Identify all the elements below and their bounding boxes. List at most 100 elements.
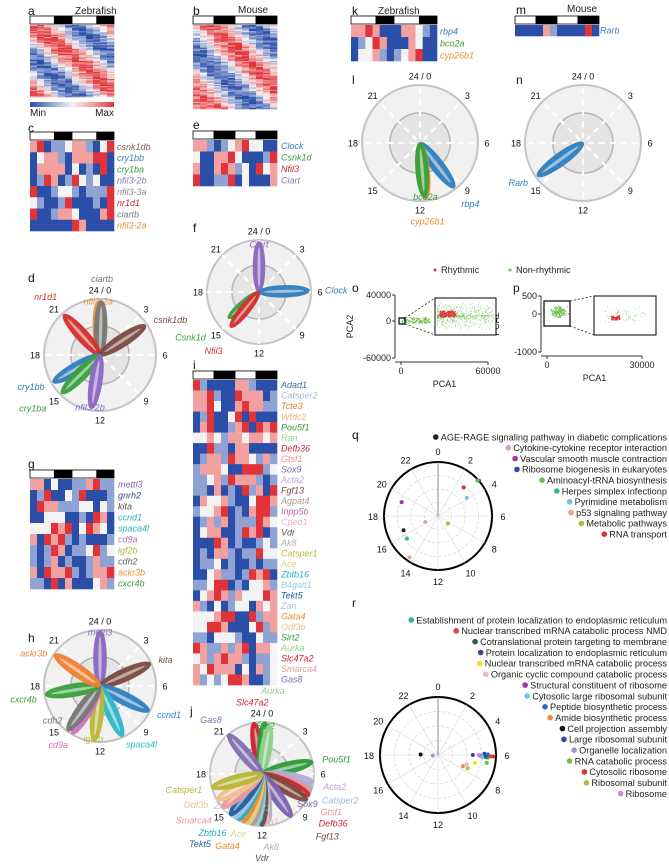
heatmap-cell bbox=[207, 453, 215, 465]
heatmap-b-cell bbox=[214, 50, 222, 52]
scatter-point-non-rhythmic bbox=[442, 324, 443, 326]
heatmap-b-cell bbox=[221, 64, 229, 67]
scatter-point-rhythmic bbox=[445, 316, 447, 318]
heatmap-a-cell bbox=[51, 52, 59, 55]
heatmap-b-cell bbox=[193, 93, 201, 95]
heatmap-cell bbox=[557, 25, 565, 37]
scatter-point-non-rhythmic bbox=[560, 310, 562, 313]
heatmap-a-cell bbox=[86, 71, 94, 74]
heatmap-a-cell bbox=[44, 39, 52, 41]
heatmap-b-cell bbox=[207, 64, 215, 67]
heatmap-a-cell bbox=[51, 37, 59, 39]
heatmap-b-cell bbox=[228, 61, 236, 63]
scatter-point-non-rhythmic bbox=[456, 307, 458, 308]
scatter-point-non-rhythmic bbox=[479, 323, 481, 325]
heatmap-b-cell bbox=[263, 31, 271, 33]
heatmap-cell bbox=[214, 569, 222, 581]
heatmap-a-cell bbox=[72, 41, 80, 44]
scatter-point-non-rhythmic bbox=[450, 321, 451, 323]
legend-marker bbox=[581, 769, 588, 775]
heatmap-cell bbox=[235, 642, 243, 654]
heatmap-a-cell bbox=[86, 79, 94, 81]
scatter-point-non-rhythmic bbox=[629, 319, 631, 320]
heatmap-a-cell bbox=[58, 93, 66, 95]
heatmap-cell bbox=[242, 140, 250, 152]
heatmap-a-cell bbox=[79, 50, 87, 52]
legend-marker bbox=[566, 499, 573, 505]
heatmap-a-cell bbox=[65, 52, 73, 55]
heatmap-cell bbox=[365, 25, 373, 38]
heatmap-cell bbox=[242, 674, 250, 686]
polar-gridspoke bbox=[387, 754, 439, 785]
heatmap-b-cell bbox=[221, 70, 229, 73]
scatter-point-non-rhythmic bbox=[458, 325, 460, 326]
heatmap-a-cell bbox=[100, 55, 108, 57]
hour-label: 24 / 0 bbox=[89, 286, 112, 296]
heatmap-b-cell bbox=[270, 68, 278, 70]
heatmap-b-cell bbox=[242, 69, 250, 71]
heatmap-a-cell bbox=[44, 52, 52, 55]
scatter-point-non-rhythmic bbox=[445, 322, 447, 324]
scatter-point-non-rhythmic bbox=[484, 309, 486, 311]
heatmap-b-cell bbox=[200, 74, 208, 76]
heatmap-cell bbox=[72, 534, 80, 546]
heatmap-a-cell bbox=[51, 58, 59, 61]
heatmap-cell bbox=[30, 501, 38, 513]
heatmap-b-cell bbox=[207, 58, 215, 61]
scatter-point-non-rhythmic bbox=[460, 306, 462, 308]
heatmap-b-cell bbox=[193, 41, 201, 44]
heatmap-cell bbox=[200, 569, 208, 581]
heatmap-cell bbox=[263, 453, 271, 465]
heatmap-b-cell bbox=[221, 61, 229, 63]
heatmap-cell bbox=[193, 495, 201, 507]
heatmap-a-cell bbox=[30, 64, 38, 67]
heatmap-a-cell bbox=[100, 49, 108, 51]
heatmap-a-cell bbox=[79, 89, 87, 92]
heatmap-a-cell bbox=[65, 58, 73, 61]
heatmap-a-cell bbox=[37, 43, 45, 45]
scatter-point-non-rhythmic bbox=[474, 306, 476, 308]
heatmap-b-cell bbox=[207, 73, 215, 75]
heatmap-b-cell bbox=[270, 99, 278, 101]
hour-label: 3 bbox=[628, 91, 633, 101]
scatter-point-non-rhythmic bbox=[469, 309, 471, 311]
heatmap-a-cell bbox=[107, 51, 115, 53]
heatmap-b-cell bbox=[249, 104, 257, 106]
heatmap-b-cell bbox=[270, 51, 278, 53]
heatmap-b-cell bbox=[228, 85, 236, 87]
scatter-point-non-rhythmic bbox=[418, 317, 420, 320]
heatmap-b-cell bbox=[235, 43, 243, 45]
heatmap-a-cell bbox=[107, 32, 115, 34]
heatmap-cell bbox=[37, 163, 45, 176]
heatmap-b-cell bbox=[235, 27, 243, 29]
heatmap-cell bbox=[550, 25, 558, 37]
heatmap-cell bbox=[221, 527, 229, 539]
heatmap-b-cell bbox=[270, 81, 278, 83]
scatter-point-non-rhythmic bbox=[470, 313, 471, 315]
heatmap-cell bbox=[221, 151, 229, 164]
heatmap-a-cell bbox=[37, 81, 45, 83]
heatmap-b-cell bbox=[214, 98, 222, 100]
heatmap-a-cell bbox=[93, 53, 101, 56]
scatter-point-non-rhythmic bbox=[617, 309, 618, 311]
heatmap-a-cell bbox=[86, 85, 94, 87]
heatmap-b-cell bbox=[242, 73, 250, 75]
heatmap-a-cell bbox=[65, 44, 73, 46]
heatmap-b-cell bbox=[214, 67, 222, 69]
scatter-point-non-rhythmic bbox=[617, 311, 619, 313]
heatmap-b-cell bbox=[221, 27, 229, 29]
heatmap-b-cell bbox=[235, 40, 243, 43]
scatter-point-non-rhythmic bbox=[467, 312, 469, 314]
scatter-point-non-rhythmic bbox=[482, 312, 483, 314]
scatter-point-non-rhythmic bbox=[424, 318, 426, 320]
petal-gene-label: Zbtb16 bbox=[198, 828, 227, 838]
heatmap-cell bbox=[214, 663, 222, 675]
scatter-point-non-rhythmic bbox=[466, 320, 468, 322]
heatmap-b-cell bbox=[207, 79, 215, 81]
heatmap-a-cell bbox=[51, 85, 59, 87]
heatmap-a-cell bbox=[51, 25, 59, 27]
heatmap-a-cell bbox=[51, 44, 59, 46]
heatmap-cell bbox=[200, 653, 208, 665]
data-point bbox=[483, 754, 488, 759]
heatmap-b-cell bbox=[214, 80, 222, 82]
